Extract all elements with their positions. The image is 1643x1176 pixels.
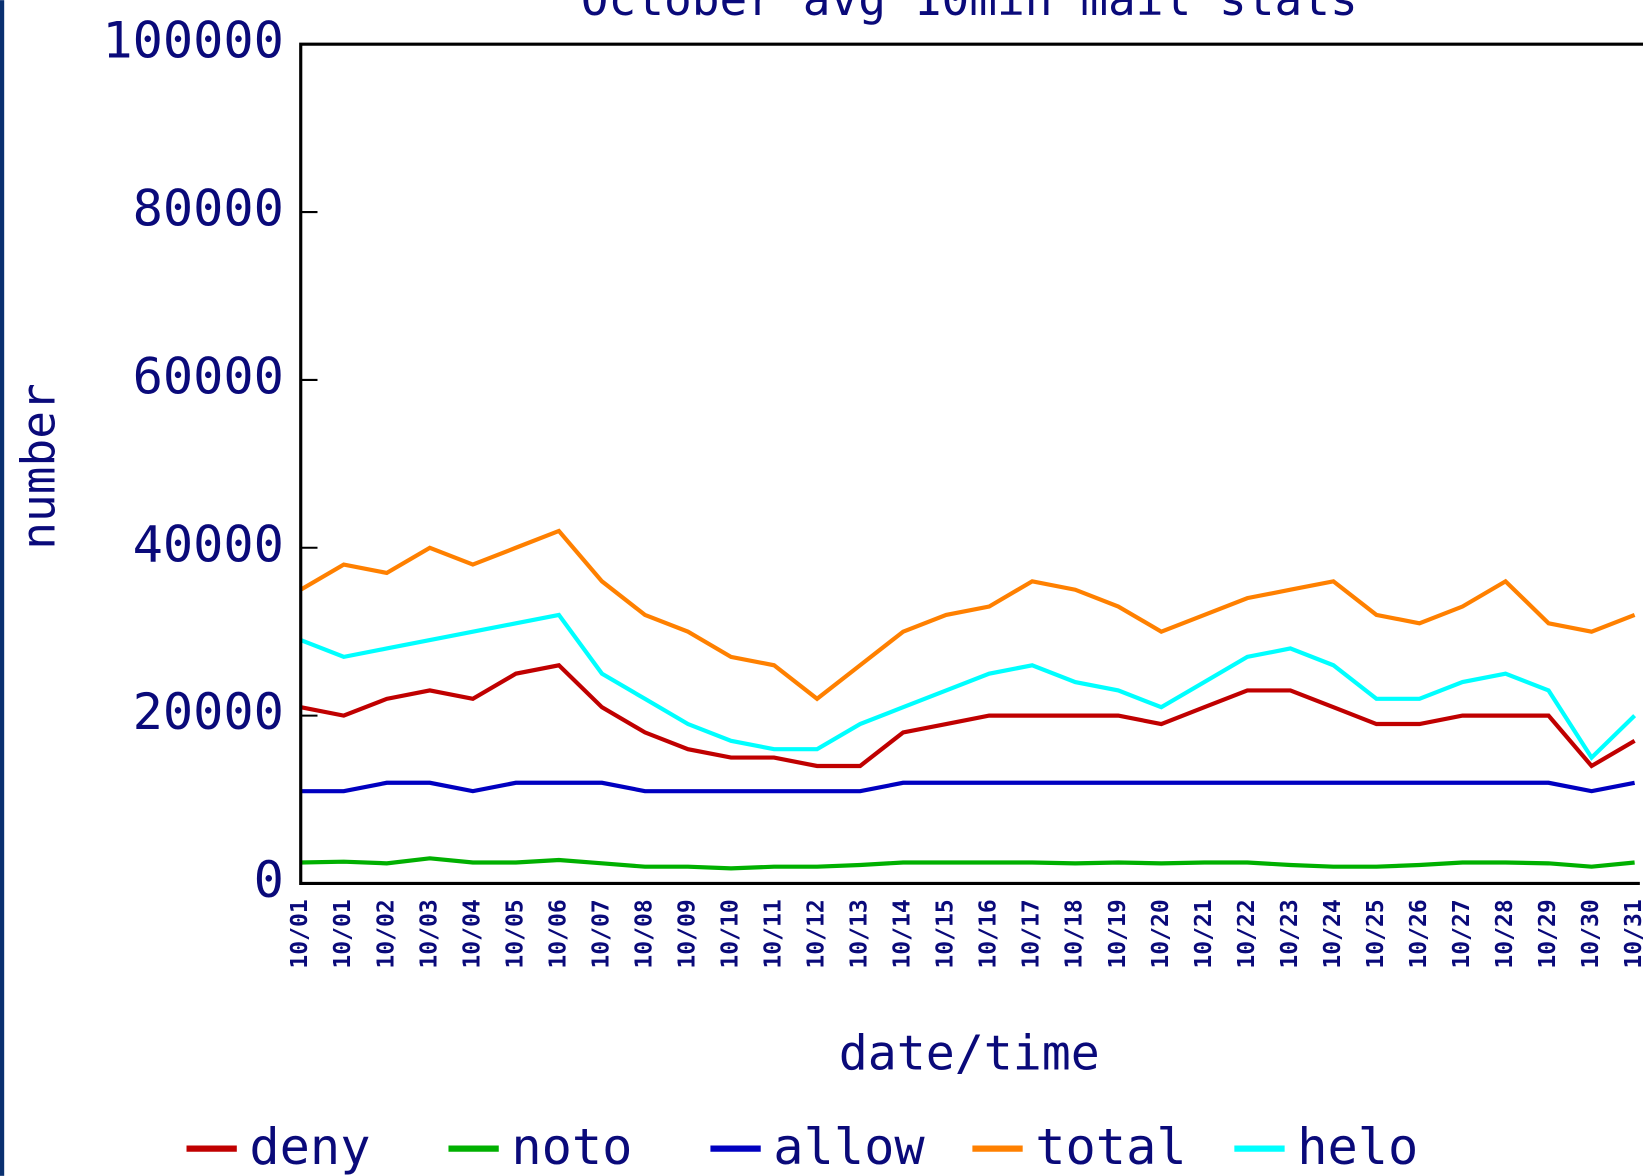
x-tick-label: 10/12 [804,899,830,968]
x-tick-label: 10/03 [416,899,442,968]
x-tick-label: 10/15 [933,899,959,968]
legend-label: noto [511,1117,632,1176]
x-tick-label: 10/22 [1234,899,1260,968]
x-tick-label: 10/21 [1191,899,1217,968]
x-tick-label: 10/31 [1621,899,1643,968]
x-tick-label: 10/04 [459,899,485,968]
x-tick-label: 10/28 [1492,899,1518,968]
legend-label: deny [249,1117,370,1176]
y-tick-label: 0 [254,850,284,909]
y-tick-label: 40000 [133,514,284,573]
x-tick-label: 10/16 [976,899,1002,968]
x-tick-label: 10/01 [287,899,313,968]
data-line [300,856,1635,871]
plot-frame [299,42,1643,886]
data-line [300,780,1636,794]
x-tick-label: 10/20 [1148,899,1174,968]
x-tick-label: 10/01 [330,899,356,968]
x-tick-label: 10/17 [1019,899,1045,968]
y-tick-label: 60000 [133,346,284,405]
y-tick-label: 80000 [133,179,284,238]
x-tick-label: 10/02 [373,899,399,968]
x-tick-label: 10/08 [631,899,657,968]
y-tick-label: 20000 [133,682,284,741]
x-tick-label: 10/19 [1105,899,1131,968]
x-tick-label: 10/06 [545,899,571,968]
x-axis-label: date/time [839,1025,1100,1081]
data-line [300,662,1636,769]
legend-label: helo [1297,1117,1418,1176]
x-tick-label: 10/23 [1277,899,1303,968]
legend-label: allow [773,1117,925,1176]
x-tick-label: 10/11 [761,899,787,968]
x-tick-label: 10/14 [890,899,916,968]
data-line [299,612,1637,761]
x-tick-label: 10/13 [847,899,873,968]
x-tick-label: 10/10 [718,899,744,968]
y-axis-label: number [11,383,65,550]
x-tick-label: 10/07 [588,899,614,968]
x-tick-label: 10/27 [1449,899,1475,968]
y-tick-label: 100000 [102,11,284,70]
window-border [0,0,5,1176]
x-tick-label: 10/09 [674,899,700,968]
x-tick-label: 10/26 [1406,899,1432,968]
x-tick-label: 10/24 [1320,899,1346,968]
x-tick-label: 10/18 [1062,899,1088,968]
x-tick-label: 10/05 [502,899,528,968]
legend-label: total [1035,1117,1186,1176]
data-line [299,528,1636,702]
x-tick-label: 10/25 [1363,899,1389,968]
chart-title: October avg 10min mail stats [581,0,1358,26]
x-tick-label: 10/29 [1535,899,1561,968]
x-tick-label: 10/30 [1578,899,1604,968]
